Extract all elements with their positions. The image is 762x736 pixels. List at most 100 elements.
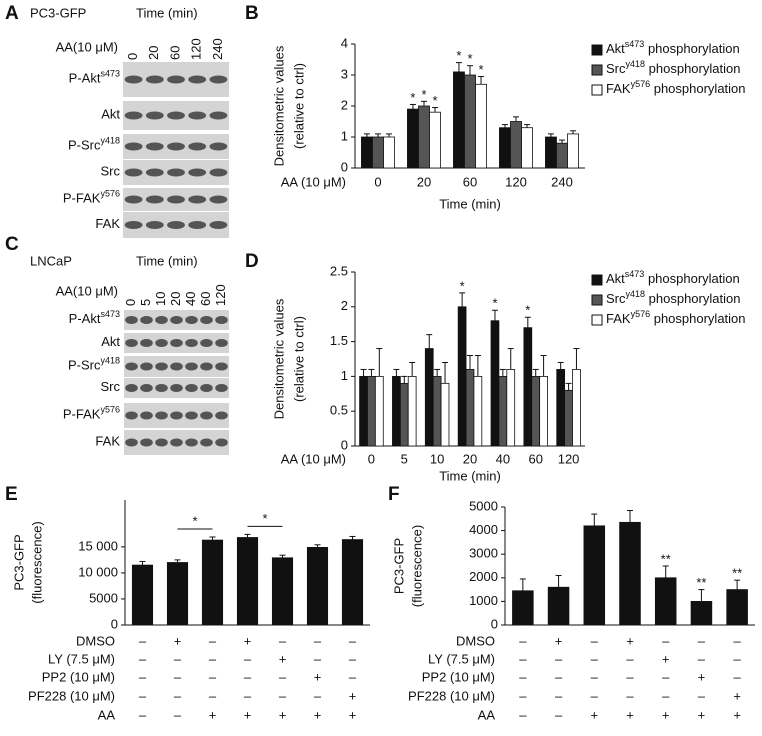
blot-band — [124, 75, 143, 84]
treatment-label: AA (10 μM) — [281, 174, 346, 189]
condition-label: PF228 (10 μM) — [28, 688, 115, 703]
y-tick-label: 1000 — [469, 593, 498, 608]
condition-sign: – — [734, 651, 742, 666]
lane-label: 120 — [213, 284, 228, 306]
bar — [583, 525, 606, 626]
blot-band — [167, 142, 185, 151]
y-axis-label: (fluorescence) — [409, 525, 424, 607]
condition-sign: – — [662, 669, 670, 684]
blot-band — [200, 316, 213, 324]
condition-sign: – — [626, 651, 634, 666]
bar — [464, 74, 476, 169]
legend-label: Akts473 phosphorylation — [606, 39, 740, 56]
y-axis-label: Densitometric values — [271, 298, 286, 419]
bar — [166, 562, 189, 626]
blot-band — [188, 221, 207, 229]
significance: * — [460, 278, 465, 293]
bar — [539, 375, 548, 447]
condition-sign: – — [174, 669, 182, 684]
x-tick-label: 240 — [551, 174, 573, 189]
row-label-part: Src — [101, 164, 121, 179]
row-label-part: P-Akt — [69, 311, 101, 326]
legend-label-part: Src — [606, 61, 626, 76]
blot-band — [140, 316, 153, 324]
x-tick-label: 20 — [463, 451, 477, 466]
y-tick-label: 2 — [341, 97, 348, 112]
condition-sign: – — [662, 688, 670, 703]
condition-sign: – — [591, 669, 599, 684]
y-tick-label: 2 — [341, 298, 348, 313]
blot-band — [170, 316, 183, 324]
lane-label: 120 — [189, 38, 204, 60]
y-tick-label: 0 — [341, 437, 348, 452]
y-tick-label: 0 — [341, 159, 348, 174]
condition-sign: – — [139, 688, 147, 703]
y-tick-label: 15 000 — [78, 538, 118, 553]
blot-band — [209, 75, 228, 84]
significance: * — [410, 90, 415, 105]
blot-band — [188, 195, 207, 204]
legend-swatch — [591, 64, 603, 76]
legend-label-part: Akt — [606, 41, 625, 56]
x-tick-label: 10 — [430, 451, 444, 466]
legend-label-part: phosphorylation — [650, 311, 745, 326]
y-axis-label: (relative to ctrl) — [291, 316, 306, 402]
blot-band — [140, 438, 153, 447]
bar — [490, 320, 500, 447]
blot-band — [125, 438, 138, 447]
bar — [556, 369, 566, 447]
row-label: Akt — [101, 334, 120, 349]
blot-band — [185, 438, 198, 447]
row-label: FAK — [95, 434, 120, 449]
blot-band — [155, 411, 168, 420]
legend-swatch — [591, 294, 603, 306]
condition-sign: – — [139, 633, 147, 648]
lane-label: 10 — [153, 292, 168, 306]
blot-band — [125, 316, 138, 324]
row-label-part: P-FAK — [63, 191, 101, 206]
condition-sign: + — [244, 633, 252, 648]
lane-label: 20 — [168, 292, 183, 306]
blot-band — [200, 384, 213, 392]
significance: ** — [661, 551, 671, 566]
condition-sign: + — [626, 633, 634, 648]
bar — [407, 108, 419, 169]
lane-label: 240 — [210, 38, 225, 60]
x-tick-label: 40 — [496, 451, 510, 466]
bar — [361, 136, 373, 169]
condition-label: AA — [98, 707, 116, 722]
significance: * — [467, 51, 472, 66]
blot-band — [170, 339, 183, 347]
condition-label: LY (7.5 μM) — [428, 651, 495, 666]
blot-band — [209, 142, 228, 151]
condition-sign: – — [591, 688, 599, 703]
row-label-part: Akt — [101, 334, 120, 349]
blot-band — [145, 168, 164, 177]
legend-label-part: FAK — [606, 311, 631, 326]
condition-sign: – — [662, 633, 670, 648]
blot-band — [215, 384, 228, 392]
blot-band — [188, 168, 207, 177]
condition-sign: – — [734, 669, 742, 684]
blot-band — [140, 411, 153, 420]
condition-sign: + — [314, 669, 322, 684]
condition-sign: + — [349, 707, 357, 722]
panel-letter: C — [5, 234, 19, 255]
y-axis-label: Densitometric values — [271, 45, 286, 166]
row-label-part: P-Src — [68, 138, 101, 153]
blot-band — [200, 339, 213, 347]
legend-label-part: y418 — [626, 59, 646, 69]
row-label-part: y576 — [100, 405, 120, 415]
bar — [392, 375, 401, 447]
y-tick-label: 0 — [111, 616, 118, 631]
significance: * — [456, 48, 461, 63]
condition-label: PP2 (10 μM) — [42, 669, 115, 684]
row-label-part: y576 — [100, 189, 120, 199]
legend-label-part: s473 — [625, 269, 645, 279]
condition-label: PF228 (10 μM) — [408, 688, 495, 703]
condition-sign: – — [244, 688, 252, 703]
significance: * — [492, 296, 497, 311]
y-tick-label: 2000 — [469, 569, 498, 584]
significance: * — [433, 93, 438, 108]
blot-band — [185, 411, 198, 420]
